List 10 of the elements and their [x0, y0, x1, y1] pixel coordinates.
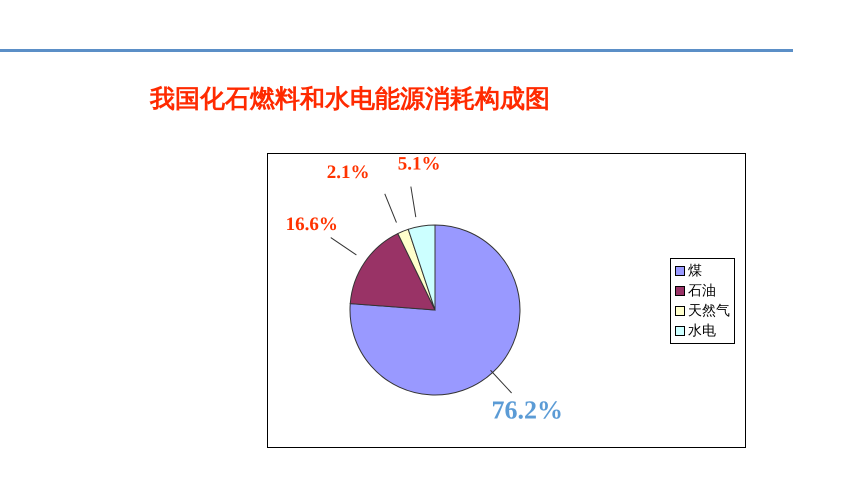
pie-slice [350, 224, 520, 396]
data-label: 2.1% [326, 162, 370, 184]
data-label: 5.1% [398, 153, 441, 174]
legend-label: 煤 [688, 262, 702, 281]
legend-label: 水电 [688, 322, 716, 341]
legend-label: 天然气 [688, 302, 730, 321]
chart-title: 我国化石燃料和水电能源消耗构成图 [150, 83, 550, 115]
data-label: 76.2% [491, 395, 563, 424]
data-label: 16.6% [286, 214, 338, 236]
legend-label: 石油 [688, 282, 716, 301]
